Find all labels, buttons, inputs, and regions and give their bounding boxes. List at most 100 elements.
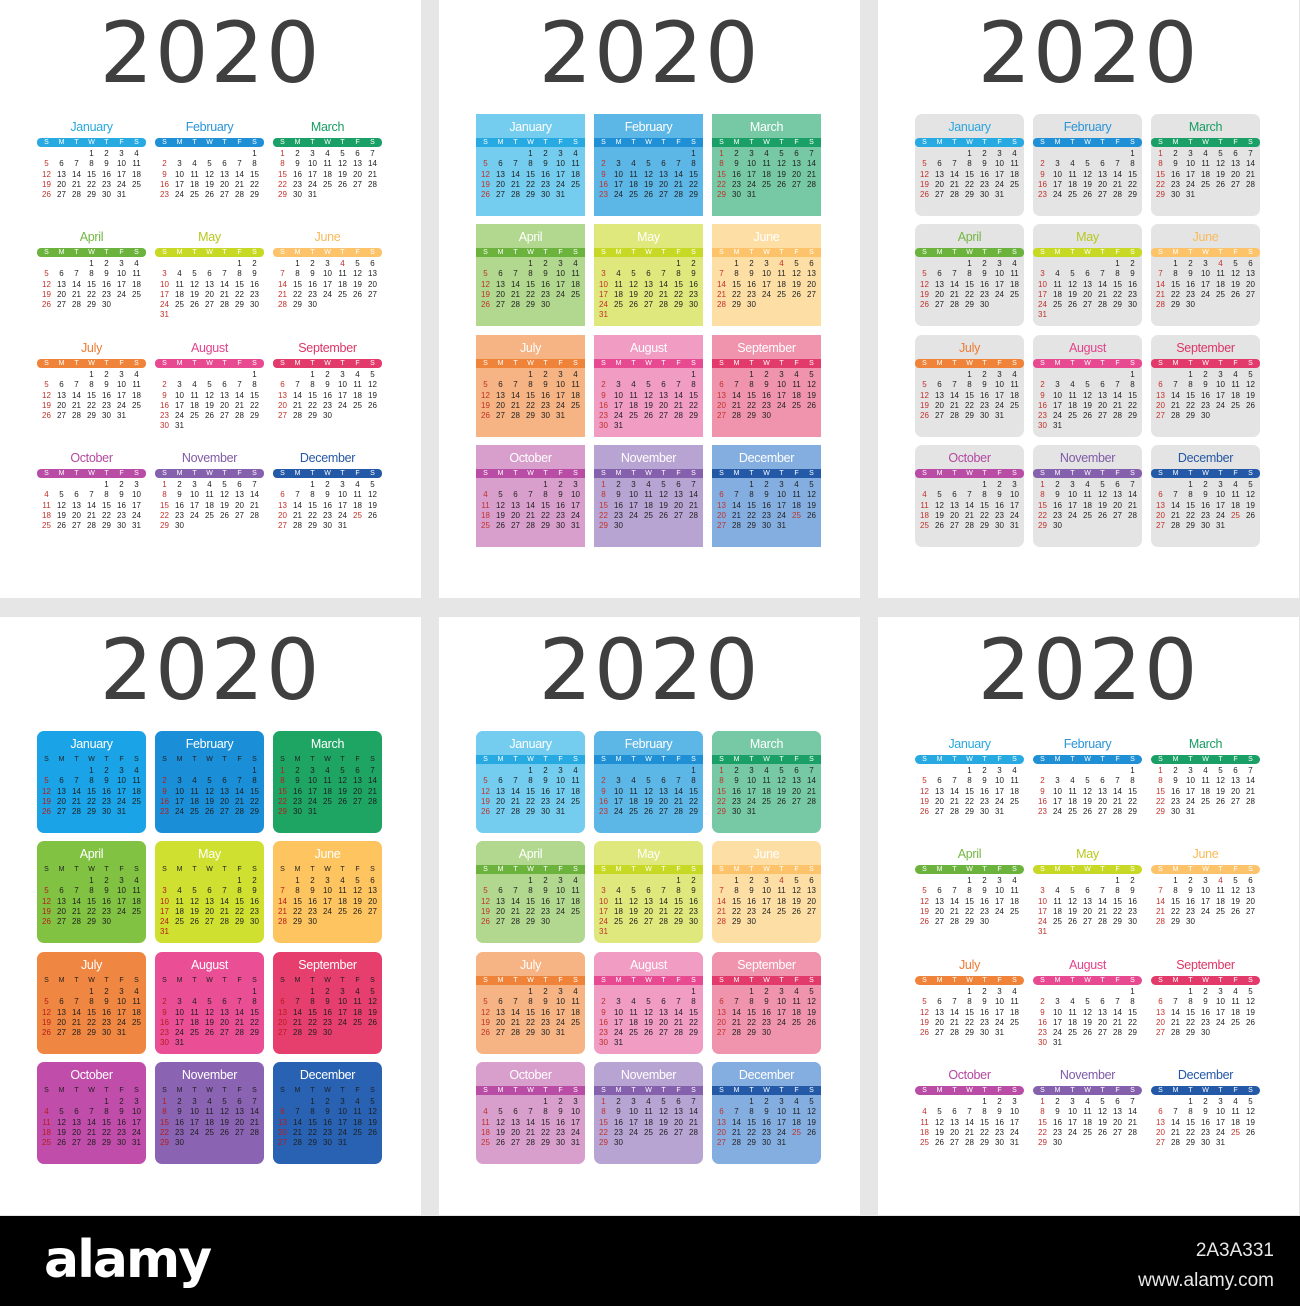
day-cell: 6 [59, 159, 64, 169]
day-cell: 25 [42, 1138, 51, 1148]
empty-cell [493, 1097, 508, 1107]
day-cell: 22 [87, 179, 96, 189]
day-cell: 9 [1040, 1007, 1045, 1017]
day-cell: 1 [104, 480, 109, 489]
day-cell: 3 [997, 876, 1002, 885]
day-cell: 19 [935, 510, 944, 520]
day-cell: 25 [205, 1127, 214, 1137]
day-cell: 8 [162, 1107, 167, 1117]
day-cell: 12 [481, 390, 490, 400]
weekday-letter: S [922, 249, 927, 256]
day-cell: 16 [102, 169, 111, 179]
weekday-letter: S [922, 756, 927, 763]
weekday-letter: W [324, 360, 331, 367]
day-cell: 23 [980, 400, 989, 410]
weekday-letter: S [252, 470, 257, 477]
day-cell: 25 [792, 400, 801, 410]
month-june: June S M T W T F S 1 2 3 4 5 6 7 8 9 10 11 12 13 14 15 16 17 18 19… [273, 224, 382, 326]
day-cell: 7 [295, 1107, 300, 1117]
day-cell: 30 [541, 411, 550, 421]
day-cell: 31 [117, 1028, 126, 1038]
day-cell: 27 [1098, 807, 1107, 817]
weekday-letter: S [44, 1087, 49, 1094]
day-cell: 4 [779, 876, 784, 885]
day-cell: 6 [59, 776, 64, 786]
day-cell: 23 [250, 906, 259, 916]
day-cell: 5 [340, 766, 345, 775]
weekday-letter: F [676, 866, 681, 873]
day-cell: 22 [965, 796, 974, 806]
day-cell: 14 [293, 390, 302, 400]
day-cell: 15 [87, 169, 96, 179]
month-may: May S M T W T F S 1 2 3 4 5 6 7 8 9 10 11 12 13 14 15 16 17 18 19 2… [155, 224, 264, 326]
day-cell: 9 [749, 886, 754, 896]
month-march: March S M T W T F S 1 2 3 4 5 6 7 8 9 10 11 12 13 14 15 16 17 18 1… [273, 114, 382, 216]
day-cell: 31 [338, 521, 347, 531]
day-cell: 26 [777, 179, 786, 189]
day-grid: 1 2 3 4 5 6 7 8 9 10 11 12 13 14 15 16 17 18 19 20 21 22 23 24 2… [1033, 874, 1142, 938]
month-february: February S M T W T F S 1 2 3 4 5 6 7 8 9 10 11 12 13 14 15 16 17… [1033, 114, 1142, 216]
day-cell: 9 [982, 997, 987, 1007]
weekday-letter: W [966, 866, 973, 873]
day-cell: 20 [57, 906, 66, 916]
day-cell: 6 [498, 886, 503, 896]
day-cell: 14 [511, 390, 520, 400]
day-cell: 21 [220, 289, 229, 299]
day-cell: 28 [293, 521, 302, 531]
day-cell: 9 [543, 886, 548, 896]
day-cell: 8 [1130, 380, 1135, 390]
day-cell: 31 [132, 521, 141, 531]
month-november: November S M T W T F S 1 2 3 4 5 6 7 8 9 10 11 12 13 14 15 16 17… [594, 445, 703, 547]
day-cell: 27 [792, 796, 801, 806]
day-cell: 14 [293, 1007, 302, 1017]
weekday-letter: M [58, 360, 65, 367]
weekday-letter: M [733, 470, 740, 477]
day-cell: 20 [1098, 400, 1107, 410]
day-cell: 23 [160, 807, 169, 817]
day-cell: 13 [1098, 786, 1107, 796]
day-cell: 21 [717, 289, 726, 299]
day-cell: 17 [995, 279, 1004, 289]
day-cell: 7 [513, 269, 518, 279]
day-cell: 19 [920, 1017, 929, 1027]
day-cell: 11 [205, 1107, 214, 1117]
weekday-letter: S [44, 866, 49, 873]
day-cell: 26 [629, 300, 638, 310]
day-cell: 23 [541, 179, 550, 189]
weekday-letter: S [1012, 249, 1017, 256]
day-cell: 24 [1216, 510, 1225, 520]
weekday-letter: M [936, 360, 943, 367]
weekday-letter: T [513, 977, 518, 984]
day-cell: 19 [368, 1117, 377, 1127]
day-cell: 21 [717, 906, 726, 916]
day-cell: 17 [323, 896, 332, 906]
weekday-letter: S [1158, 1087, 1163, 1094]
empty-cell [917, 370, 932, 380]
weekday-letter: S [1248, 139, 1253, 146]
day-cell: 18 [644, 1117, 653, 1127]
day-cell: 26 [353, 289, 362, 299]
day-cell: 5 [44, 159, 49, 169]
empty-cell [596, 766, 611, 776]
day-cell: 22 [689, 400, 698, 410]
day-cell: 4 [207, 480, 212, 489]
day-cell: 22 [980, 1127, 989, 1137]
day-cell: 6 [207, 269, 212, 279]
day-cell: 2 [601, 159, 606, 169]
day-cell: 20 [792, 786, 801, 796]
empty-cell [1065, 370, 1080, 380]
weekday-letter: W [324, 756, 331, 763]
day-cell: 5 [1085, 380, 1090, 390]
day-cell: 12 [57, 500, 66, 510]
day-cell: 28 [689, 1127, 698, 1137]
day-cell: 3 [192, 1097, 197, 1106]
day-cell: 17 [1216, 1007, 1225, 1017]
month-name: December [1177, 451, 1234, 465]
day-cell: 29 [278, 807, 287, 817]
day-cell: 5 [370, 987, 375, 996]
day-cell: 7 [89, 1107, 94, 1117]
day-cell: 16 [175, 1117, 184, 1127]
day-cell: 11 [353, 380, 362, 390]
